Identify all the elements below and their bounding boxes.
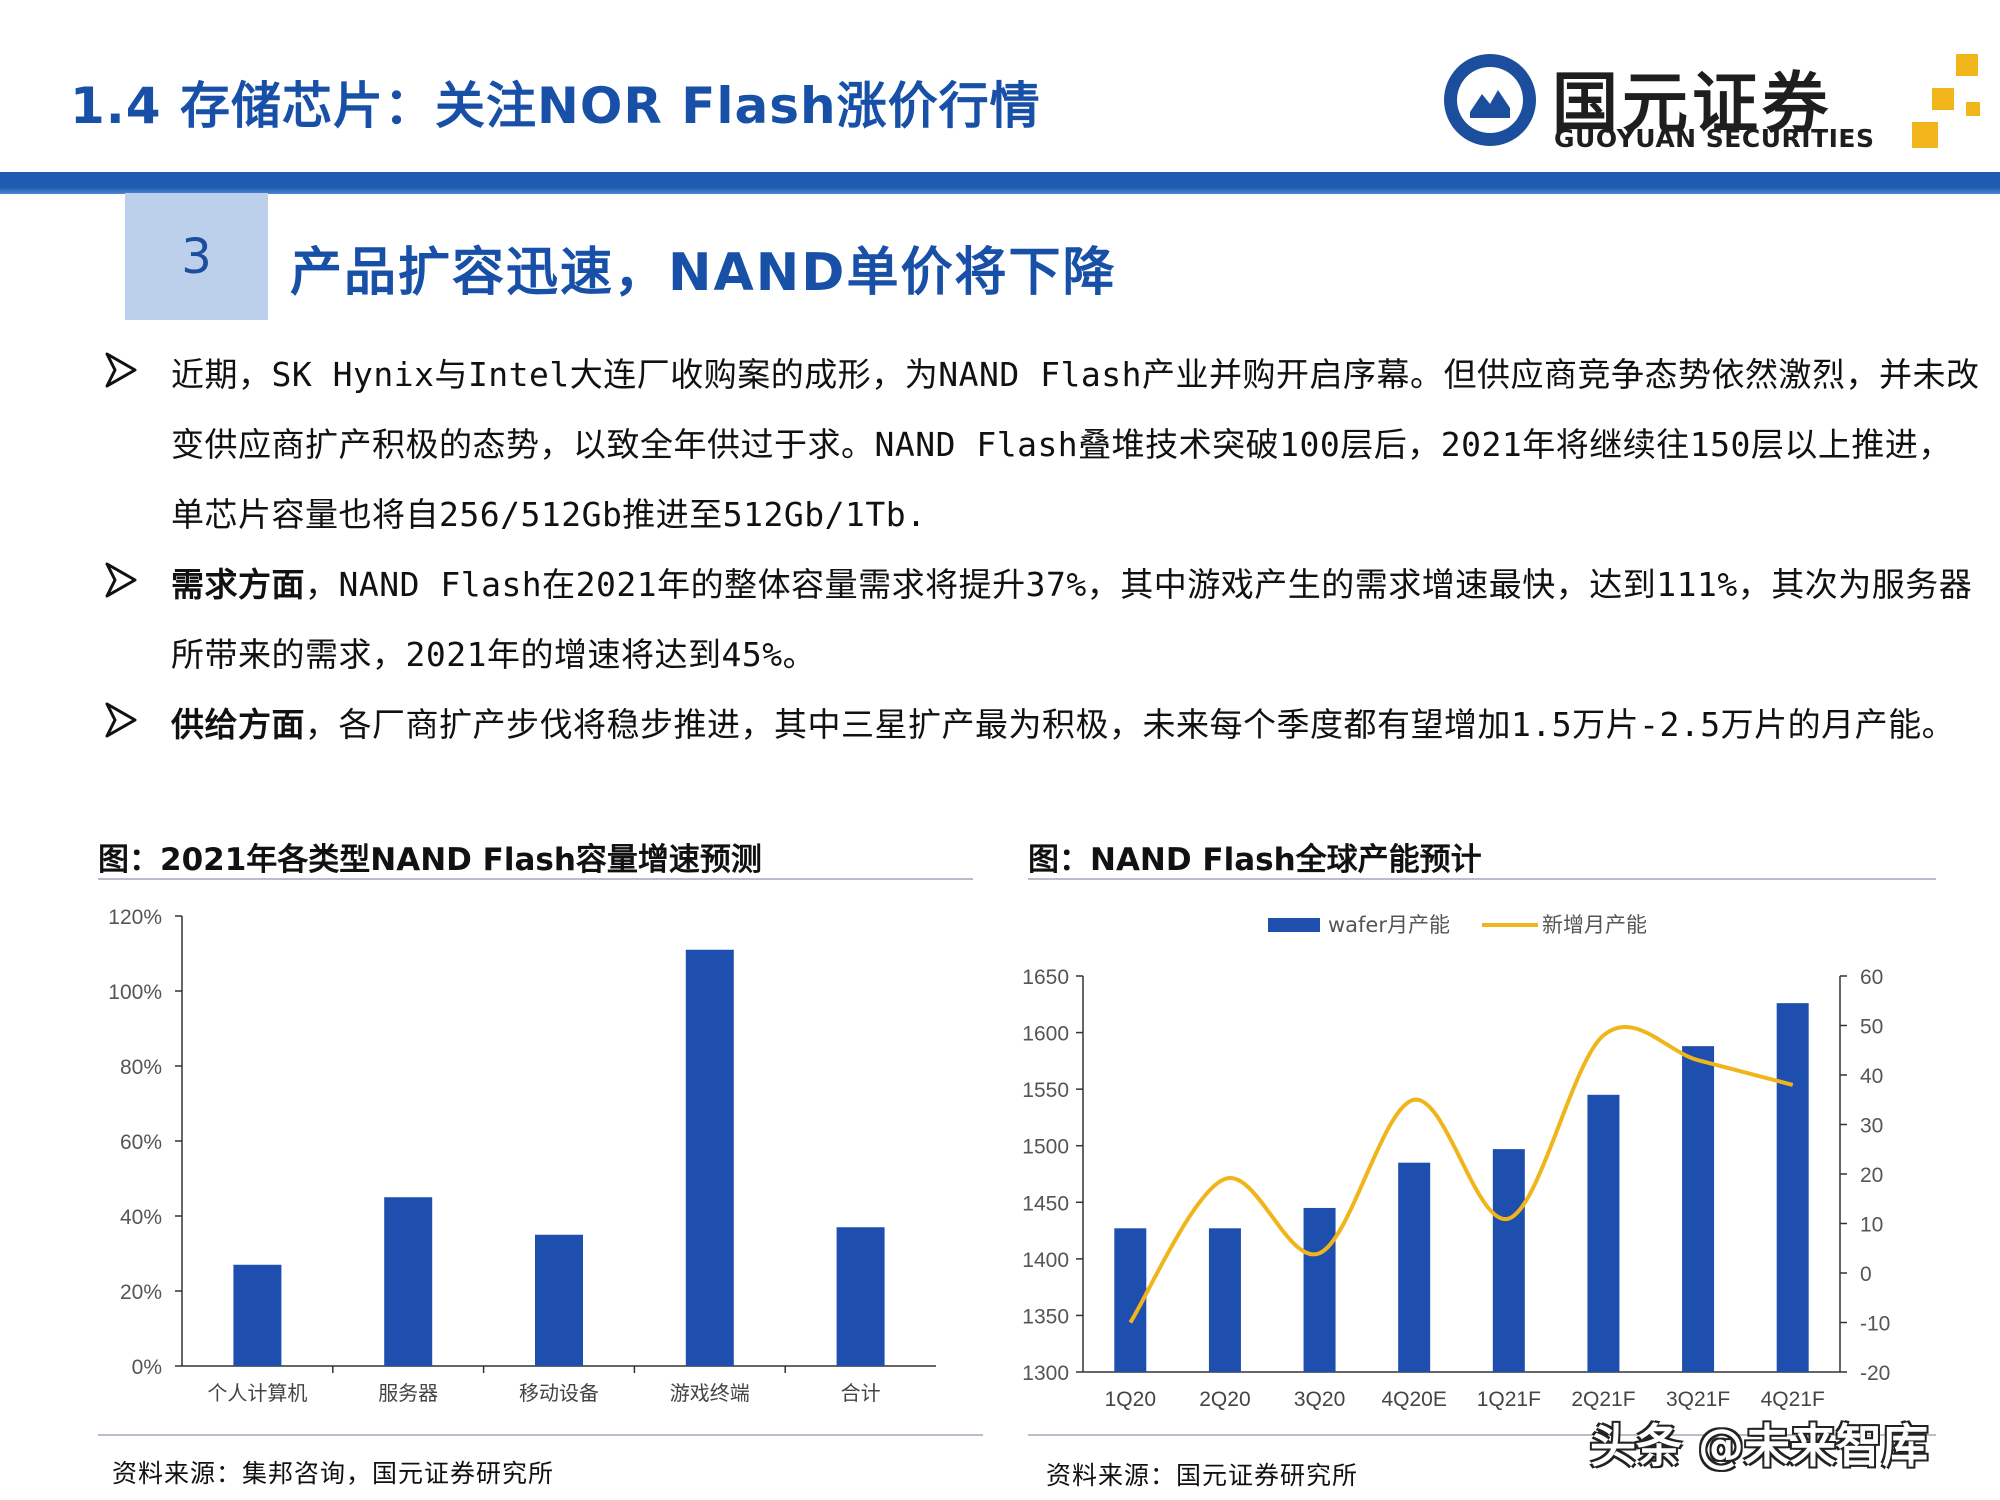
bullet-item: 近期，SK Hynix与Intel大连厂收购案的成形，为NAND Flash产业… [105, 340, 1985, 550]
legend-line-label: 新增月产能 [1542, 913, 1647, 937]
logo-english-name: GUOYUAN SECURITIES [1554, 124, 1875, 153]
slide-title: 1.4 存储芯片：关注NOR Flash涨价行情 [70, 77, 1041, 135]
right-figure-rule [1028, 878, 1936, 880]
left-y-tick-label: 1500 [1022, 1136, 1069, 1159]
x-category-label: 合计 [841, 1381, 881, 1405]
right-y-tick-label: 30 [1860, 1115, 1883, 1138]
left-source-rule [98, 1434, 983, 1436]
wafer-capacity-bar [1587, 1094, 1620, 1372]
right-y-tick-label: -10 [1860, 1313, 1890, 1336]
right-y-tick-label: 40 [1860, 1065, 1883, 1088]
bullet-body: ，各厂商扩产步伐将稳步推进，其中三星扩产最为积极，未来每个季度都有望增加1.5万… [305, 705, 1956, 744]
y-tick-label: 120% [108, 906, 162, 929]
x-category-label: 3Q20 [1294, 1388, 1345, 1411]
x-category-label: 2Q21F [1571, 1388, 1635, 1411]
wafer-capacity-bar [1303, 1207, 1336, 1372]
y-tick-label: 60% [120, 1131, 162, 1154]
right-y-tick-label: -20 [1860, 1362, 1890, 1385]
x-category-label: 3Q21F [1666, 1388, 1730, 1411]
bullet-heading: 供给方面 [171, 705, 305, 744]
wafer-capacity-bar [1398, 1162, 1431, 1372]
header-divider-band [0, 172, 2000, 194]
y-tick-label: 0% [132, 1356, 162, 1379]
right-y-tick-label: 60 [1860, 966, 1883, 989]
left-y-tick-label: 1350 [1022, 1305, 1069, 1328]
bullet-list: 近期，SK Hynix与Intel大连厂收购案的成形，为NAND Flash产业… [105, 340, 1985, 760]
bar [233, 1264, 282, 1366]
bar [384, 1197, 433, 1366]
left-figure-title: 图：2021年各类型NAND Flash容量增速预测 [98, 842, 762, 878]
right-source-rule [1028, 1434, 1936, 1436]
x-category-label: 4Q21F [1761, 1388, 1825, 1411]
new-capacity-line [1128, 1024, 1794, 1324]
left-y-tick-label: 1650 [1022, 966, 1069, 989]
bar [836, 1227, 885, 1366]
bar [685, 949, 734, 1366]
y-tick-label: 40% [120, 1206, 162, 1229]
section-number-box: 3 [125, 193, 268, 320]
x-category-label: 1Q21F [1477, 1388, 1541, 1411]
wafer-capacity-bar [1682, 1046, 1715, 1372]
legend-bar-swatch [1268, 918, 1320, 932]
company-logo: 国元证券 GUOYUAN SECURITIES [1440, 46, 1980, 156]
section-title: 产品扩容迅速，NAND单价将下降 [290, 243, 1117, 303]
bullet-arrow-icon [105, 352, 137, 388]
wafer-capacity-bar [1208, 1228, 1241, 1372]
x-category-label: 个人计算机 [207, 1381, 307, 1405]
wafer-capacity-bar [1776, 1003, 1809, 1372]
left-y-tick-label: 1400 [1022, 1249, 1069, 1272]
left-y-tick-label: 1450 [1022, 1192, 1069, 1215]
wafer-capacity-bar [1492, 1149, 1525, 1372]
x-category-label: 2Q20 [1199, 1388, 1250, 1411]
x-category-label: 1Q20 [1105, 1388, 1156, 1411]
logo-chinese-name: 国元证券 [1552, 65, 1832, 142]
right-figure-title: 图：NAND Flash全球产能预计 [1028, 842, 1482, 878]
bullet-body: ，NAND Flash在2021年的整体容量需求将提升37%，其中游戏产生的需求… [171, 565, 1973, 674]
left-y-tick-label: 1600 [1022, 1023, 1069, 1046]
bullet-body: 近期，SK Hynix与Intel大连厂收购案的成形，为NAND Flash产业… [171, 355, 1980, 534]
x-category-label: 4Q20E [1381, 1388, 1446, 1411]
right-y-tick-label: 50 [1860, 1016, 1883, 1039]
section-number: 3 [181, 229, 212, 285]
bullet-item: 供给方面，各厂商扩产步伐将稳步推进，其中三星扩产最为积极，未来每个季度都有望增加… [105, 690, 1985, 760]
logo-emblem-icon [1444, 54, 1536, 146]
bar [535, 1234, 583, 1366]
left-y-tick-label: 1300 [1022, 1362, 1069, 1385]
right-y-tick-label: 0 [1860, 1263, 1872, 1286]
left-figure-rule [98, 878, 973, 880]
right-y-tick-label: 10 [1860, 1214, 1883, 1237]
right-y-tick-label: 20 [1860, 1164, 1883, 1187]
x-category-label: 游戏终端 [670, 1381, 750, 1405]
left-figure-source: 资料来源：集邦咨询，国元证券研究所 [112, 1459, 555, 1488]
bullet-heading: 需求方面 [171, 565, 305, 604]
y-tick-label: 100% [108, 981, 162, 1004]
right-figure-source: 资料来源：国元证券研究所 [1046, 1461, 1359, 1490]
bullet-arrow-icon [105, 562, 137, 598]
legend-bar-label: wafer月产能 [1328, 913, 1450, 937]
y-tick-label: 80% [120, 1056, 162, 1079]
y-tick-label: 20% [120, 1281, 162, 1304]
x-category-label: 移动设备 [519, 1381, 599, 1405]
logo-gold-squares-icon [1912, 54, 1980, 148]
bullet-arrow-icon [105, 702, 137, 738]
x-category-label: 服务器 [378, 1381, 438, 1405]
watermark-text: 头条 @未来智库 [1590, 1419, 1929, 1473]
bullet-item: 需求方面，NAND Flash在2021年的整体容量需求将提升37%，其中游戏产… [105, 550, 1985, 690]
left-y-tick-label: 1550 [1022, 1079, 1069, 1102]
